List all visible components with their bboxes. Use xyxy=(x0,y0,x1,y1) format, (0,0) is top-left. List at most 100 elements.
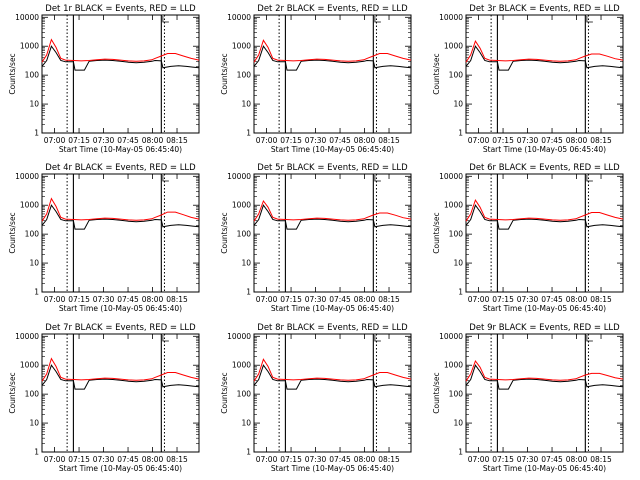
y-axis-label: Counts/sec xyxy=(8,53,17,94)
x-tick-label: 07:45 xyxy=(541,295,563,304)
plot-panel-2: 1 10 100 1000 10000 07:00 07:15 07:30 07:45 08:00… xyxy=(220,4,412,154)
plot-frame xyxy=(41,173,200,293)
x-tick-label: 08:00 xyxy=(566,295,588,304)
series-line-events xyxy=(41,364,200,390)
mode-marker xyxy=(374,335,381,342)
series-line-lld xyxy=(253,358,412,382)
y-tick-label: 1000 xyxy=(444,361,463,370)
x-tick-label: 08:00 xyxy=(142,295,164,304)
x-axis-label: Start Time (10-May-05 06:45:40) xyxy=(483,145,606,154)
mode-marker xyxy=(586,335,593,342)
x-tick-label: 07:30 xyxy=(517,136,539,145)
y-tick-label: 1 xyxy=(458,288,463,297)
x-tick-label: 07:00 xyxy=(256,136,278,145)
y-tick-label: 10 xyxy=(453,259,463,268)
x-tick-label: 08:00 xyxy=(354,136,376,145)
y-axis-label: Counts/sec xyxy=(220,53,229,94)
series-line-events xyxy=(253,45,412,71)
x-tick-label: 07:45 xyxy=(541,136,563,145)
x-tick-label: 07:15 xyxy=(280,136,302,145)
x-tick-label: 08:00 xyxy=(142,455,164,464)
plot-frame xyxy=(465,333,624,453)
x-tick-label: 07:00 xyxy=(468,295,490,304)
y-tick-label: 1000 xyxy=(232,361,251,370)
x-axis-label: Start Time (10-May-05 06:45:40) xyxy=(271,145,394,154)
x-tick-label: 07:30 xyxy=(305,455,327,464)
y-tick-label: 100 xyxy=(449,230,464,239)
x-tick-label: 08:15 xyxy=(378,295,400,304)
y-tick-label: 100 xyxy=(25,390,40,399)
series-line-lld xyxy=(41,357,200,382)
x-tick-label: 07:45 xyxy=(329,295,351,304)
x-tick-label: 07:15 xyxy=(68,455,90,464)
x-tick-label: 07:15 xyxy=(492,455,514,464)
series-line-lld xyxy=(465,359,624,382)
y-tick-label: 10000 xyxy=(227,332,251,341)
plot-frame xyxy=(41,14,200,134)
y-tick-label: 100 xyxy=(237,390,252,399)
series-line-events xyxy=(253,204,412,230)
y-tick-label: 10000 xyxy=(15,13,39,22)
x-tick-label: 07:15 xyxy=(68,295,90,304)
x-tick-label: 08:15 xyxy=(166,136,188,145)
y-tick-label: 1 xyxy=(458,448,463,457)
x-axis-label: Start Time (10-May-05 06:45:40) xyxy=(59,304,182,313)
y-tick-label: 1 xyxy=(246,448,251,457)
x-tick-label: 08:15 xyxy=(590,295,612,304)
x-tick-label: 07:15 xyxy=(280,455,302,464)
plot-panel-7: 1 10 100 1000 10000 07:00 07:15 07:30 07:45 08:00… xyxy=(8,323,200,473)
y-tick-label: 10 xyxy=(241,100,251,109)
x-tick-label: 08:15 xyxy=(378,455,400,464)
x-tick-label: 07:30 xyxy=(305,136,327,145)
series-line-lld xyxy=(465,198,624,222)
series-line-events xyxy=(41,45,200,71)
x-tick-label: 07:00 xyxy=(44,295,66,304)
y-tick-label: 100 xyxy=(449,390,464,399)
x-tick-label: 07:30 xyxy=(93,136,115,145)
plot-frame xyxy=(253,14,412,134)
x-tick-label: 07:15 xyxy=(492,295,514,304)
mode-marker xyxy=(374,16,381,23)
x-tick-label: 07:00 xyxy=(256,295,278,304)
x-tick-label: 08:15 xyxy=(590,455,612,464)
plot-panel-8: 1 10 100 1000 10000 07:00 07:15 07:30 07:45 08:00… xyxy=(220,323,412,473)
y-tick-label: 10000 xyxy=(439,172,463,181)
series-line-lld xyxy=(253,199,412,222)
x-tick-label: 08:15 xyxy=(166,295,188,304)
x-tick-label: 07:45 xyxy=(117,136,139,145)
series-line-lld xyxy=(465,39,624,63)
plot-panel-6: 1 10 100 1000 10000 07:00 07:15 07:30 07:45 08:00… xyxy=(432,163,624,313)
y-tick-label: 10 xyxy=(29,259,39,268)
x-axis-label: Start Time (10-May-05 06:45:40) xyxy=(271,304,394,313)
mode-marker xyxy=(162,16,169,23)
x-tick-label: 07:45 xyxy=(541,455,563,464)
plot-panel-4: 1 10 100 1000 10000 07:00 07:15 07:30 07:45 08:00… xyxy=(8,163,200,313)
plot-frame xyxy=(465,173,624,293)
x-axis-label: Start Time (10-May-05 06:45:40) xyxy=(59,464,182,473)
x-tick-label: 08:00 xyxy=(142,136,164,145)
x-axis-label: Start Time (10-May-05 06:45:40) xyxy=(483,464,606,473)
x-tick-label: 08:15 xyxy=(378,136,400,145)
y-tick-label: 1 xyxy=(246,288,251,297)
y-tick-label: 100 xyxy=(25,230,40,239)
plot-title: Det 1r BLACK = Events, RED = LLD xyxy=(45,4,196,14)
plot-title: Det 5r BLACK = Events, RED = LLD xyxy=(257,163,408,173)
plot-frame xyxy=(253,173,412,293)
y-tick-label: 10000 xyxy=(227,172,251,181)
y-tick-label: 1 xyxy=(34,448,39,457)
plot-panel-1: 1 10 100 1000 10000 07:00 07:15 07:30 07:45 08:00… xyxy=(8,4,200,154)
x-tick-label: 07:45 xyxy=(117,455,139,464)
y-axis-label: Counts/sec xyxy=(8,212,17,253)
x-tick-label: 07:45 xyxy=(329,136,351,145)
x-tick-label: 07:45 xyxy=(117,295,139,304)
y-tick-label: 10000 xyxy=(227,13,251,22)
plot-title: Det 2r BLACK = Events, RED = LLD xyxy=(257,4,408,14)
y-tick-label: 100 xyxy=(237,230,252,239)
x-tick-label: 07:45 xyxy=(329,455,351,464)
y-tick-label: 10 xyxy=(453,419,463,428)
y-tick-label: 1000 xyxy=(232,42,251,51)
x-tick-label: 07:00 xyxy=(44,455,66,464)
y-tick-label: 1000 xyxy=(232,201,251,210)
y-axis-label: Counts/sec xyxy=(432,212,441,253)
